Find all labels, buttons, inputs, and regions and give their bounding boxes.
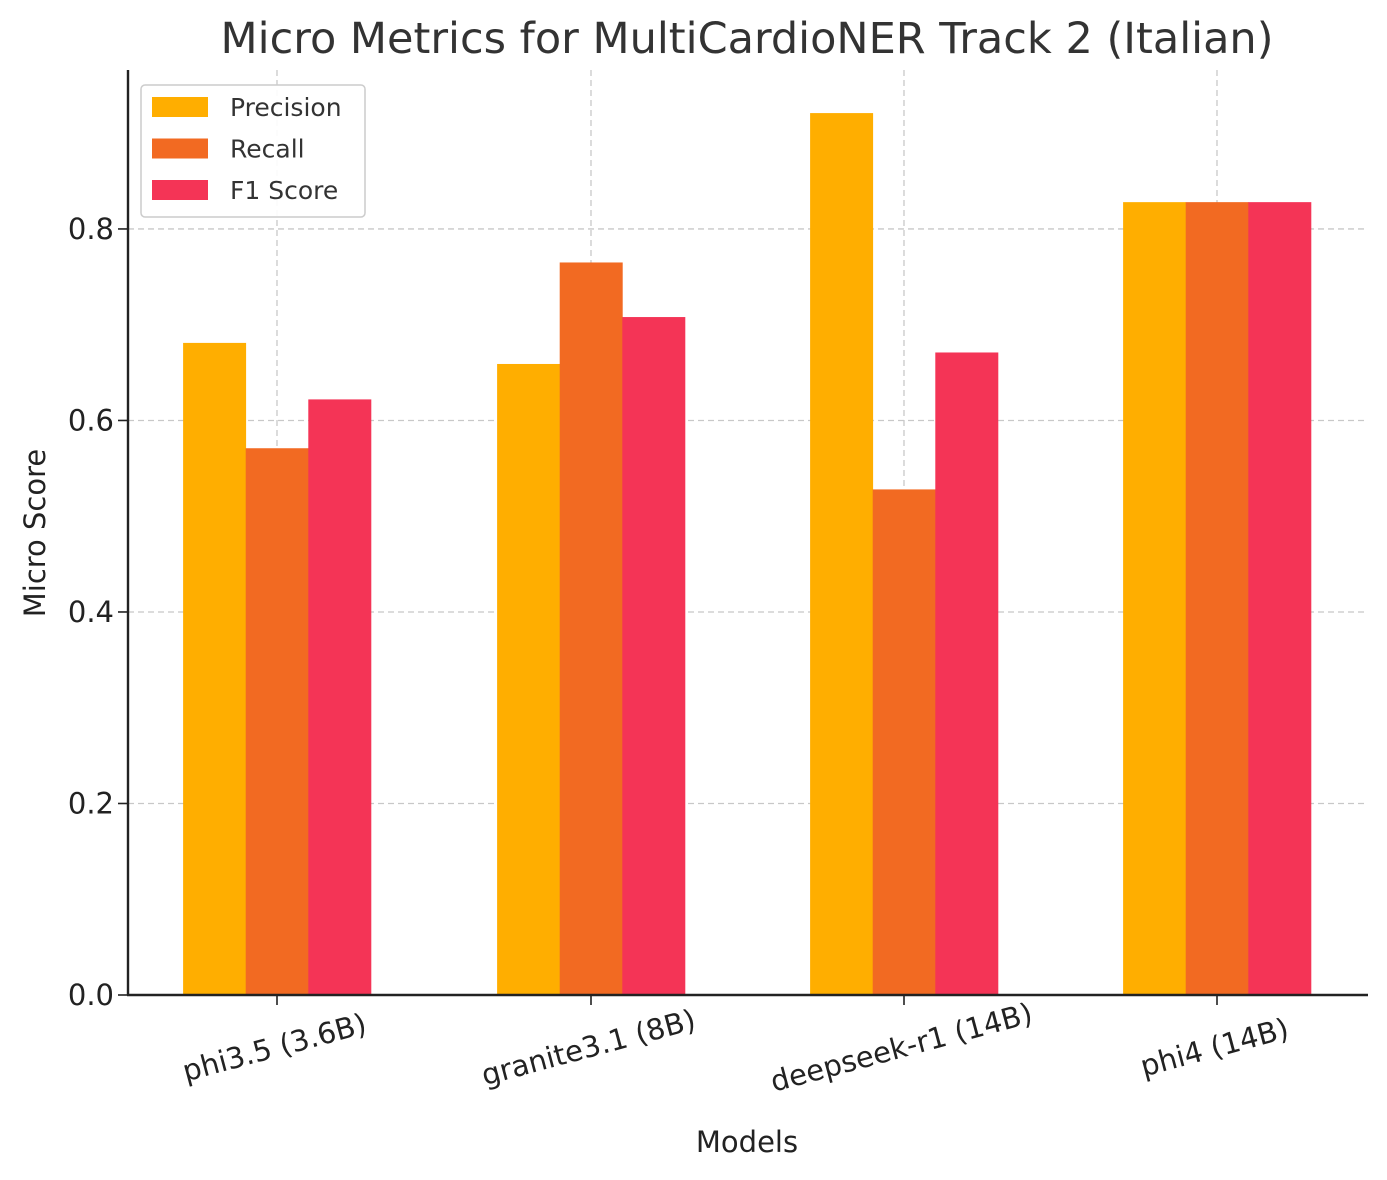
bar-f1-score bbox=[935, 352, 999, 995]
bar-precision bbox=[183, 342, 247, 996]
legend-swatch bbox=[152, 180, 208, 200]
y-tick-label: 0.0 bbox=[68, 978, 114, 1012]
bar-f1-score bbox=[1248, 202, 1312, 996]
y-tick-label: 0.8 bbox=[68, 212, 114, 246]
bar-recall bbox=[245, 448, 309, 995]
bar-precision bbox=[810, 113, 874, 995]
x-tick-label: granite3.1 (8B) bbox=[478, 1002, 699, 1092]
axes bbox=[118, 70, 1368, 1005]
bar-precision bbox=[1123, 202, 1187, 996]
bar-f1-score bbox=[622, 317, 686, 995]
y-tick-label: 0.4 bbox=[68, 595, 114, 629]
legend-label: F1 Score bbox=[230, 176, 338, 205]
y-tick-label: 0.2 bbox=[68, 786, 114, 820]
bar-recall bbox=[1185, 202, 1249, 996]
legend: Precision Recall F1 Score bbox=[140, 84, 366, 218]
legend-label: Precision bbox=[230, 93, 342, 122]
x-tick-label: phi3.5 (3.6B) bbox=[179, 1006, 370, 1088]
legend-label: Recall bbox=[230, 135, 305, 164]
x-tick-label: phi4 (14B) bbox=[1137, 1011, 1293, 1083]
bar-precision bbox=[497, 363, 561, 995]
x-tick-label: deepseek-r1 (14B) bbox=[767, 996, 1036, 1099]
bars bbox=[183, 113, 1312, 996]
bar-recall bbox=[872, 489, 936, 995]
y-tick-labels: 0.0 0.2 0.4 0.6 0.8 bbox=[68, 212, 114, 1012]
x-axis-label: Models bbox=[696, 1125, 798, 1159]
y-axis-label: Micro Score bbox=[18, 449, 52, 618]
x-tick-labels: phi3.5 (3.6B) granite3.1 (8B) deepseek-r1 … bbox=[179, 996, 1292, 1099]
bar-f1-score bbox=[308, 399, 372, 995]
chart-title: Micro Metrics for MultiCardioNER Track 2… bbox=[221, 14, 1274, 64]
bar-recall bbox=[559, 262, 623, 995]
y-tick-label: 0.6 bbox=[68, 403, 114, 437]
legend-swatch bbox=[152, 97, 208, 117]
legend-swatch bbox=[152, 138, 208, 159]
